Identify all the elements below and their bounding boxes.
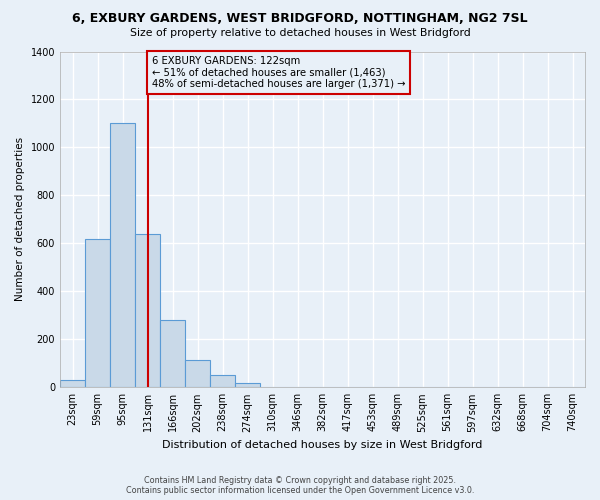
Bar [85, 238, 110, 388]
Bar [160, 320, 185, 388]
Bar [60, 380, 85, 388]
Bar [110, 124, 135, 388]
Text: 6, EXBURY GARDENS, WEST BRIDGFORD, NOTTINGHAM, NG2 7SL: 6, EXBURY GARDENS, WEST BRIDGFORD, NOTTI… [72, 12, 528, 26]
Bar [210, 376, 235, 388]
Text: Size of property relative to detached houses in West Bridgford: Size of property relative to detached ho… [130, 28, 470, 38]
Bar [185, 360, 210, 388]
X-axis label: Distribution of detached houses by size in West Bridgford: Distribution of detached houses by size … [163, 440, 483, 450]
Text: 6 EXBURY GARDENS: 122sqm
← 51% of detached houses are smaller (1,463)
48% of sem: 6 EXBURY GARDENS: 122sqm ← 51% of detach… [152, 56, 405, 90]
Text: Contains HM Land Registry data © Crown copyright and database right 2025.
Contai: Contains HM Land Registry data © Crown c… [126, 476, 474, 495]
Y-axis label: Number of detached properties: Number of detached properties [15, 138, 25, 302]
Bar [235, 382, 260, 388]
Bar [135, 234, 160, 388]
